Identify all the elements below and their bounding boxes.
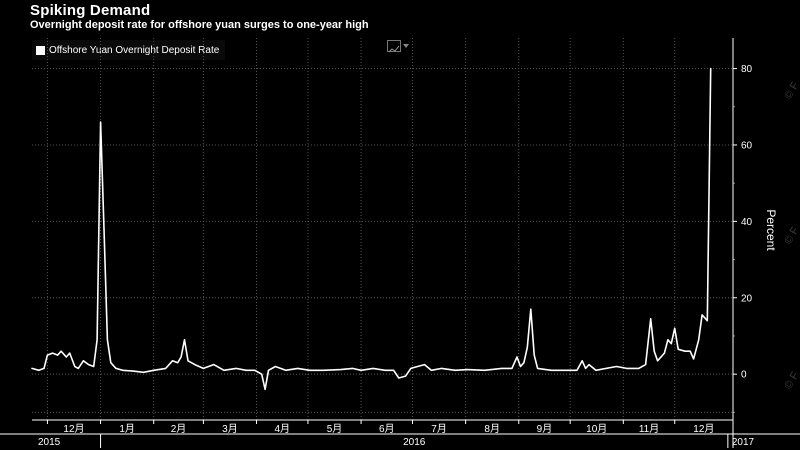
x-tick-label: 12月 bbox=[693, 423, 714, 435]
x-tick-label: 6月 bbox=[379, 423, 395, 435]
chart-type-glyph bbox=[388, 45, 400, 53]
x-tick-label: 5月 bbox=[327, 423, 343, 435]
grid bbox=[32, 38, 733, 420]
x-tick-label: 9月 bbox=[537, 423, 553, 435]
legend-swatch bbox=[36, 45, 45, 55]
y-tick-label: 60 bbox=[741, 140, 753, 151]
series-line bbox=[31, 67, 712, 391]
x-tick-label: 12月 bbox=[63, 423, 84, 435]
x-tick-label: 8月 bbox=[484, 423, 500, 435]
y-tick-label: 40 bbox=[741, 217, 753, 228]
x-tick-label: 2月 bbox=[171, 423, 187, 435]
chevron-down-icon bbox=[403, 44, 409, 48]
x-tick-label: 1月 bbox=[119, 423, 135, 435]
watermark-text: © F bbox=[782, 225, 800, 247]
x-tick-label: 3月 bbox=[222, 423, 238, 435]
legend-label: Offshore Yuan Overnight Deposit Rate bbox=[49, 44, 220, 56]
x-tick-label: 10月 bbox=[586, 423, 607, 435]
series-layer bbox=[31, 67, 712, 391]
x-tick-label: 4月 bbox=[274, 423, 290, 435]
year-label: 2015 bbox=[38, 437, 61, 448]
watermark-text: © F bbox=[782, 370, 800, 392]
x-tick-label: 7月 bbox=[431, 423, 447, 435]
watermark-text: © F bbox=[782, 80, 800, 102]
year-label: 2016 bbox=[403, 437, 426, 448]
line-chart-icon[interactable] bbox=[387, 39, 411, 53]
legend[interactable]: Offshore Yuan Overnight Deposit Rate bbox=[32, 40, 226, 60]
y-tick-label: 80 bbox=[741, 64, 753, 75]
y-tick-label: 0 bbox=[741, 370, 747, 381]
x-tick-label: 11月 bbox=[639, 423, 659, 435]
y-axis-label: Percent bbox=[764, 209, 778, 251]
chart-subtitle: Overnight deposit rate for offshore yuan… bbox=[30, 19, 369, 31]
year-label: 2017 bbox=[732, 437, 755, 448]
watermark: © F © F © F bbox=[782, 80, 800, 392]
y-tick-label: 20 bbox=[741, 293, 753, 304]
chart-title: Spiking Demand bbox=[30, 2, 151, 19]
chart-type-box bbox=[387, 40, 401, 53]
